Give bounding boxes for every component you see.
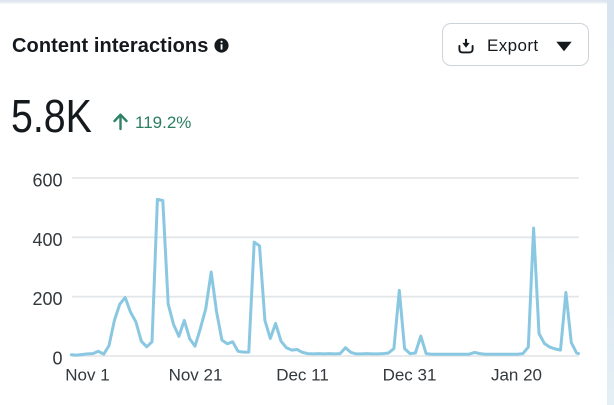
svg-text:Dec 31: Dec 31 (383, 366, 437, 385)
svg-text:200: 200 (32, 289, 62, 309)
svg-text:0: 0 (52, 349, 62, 369)
svg-text:Nov 21: Nov 21 (169, 366, 223, 385)
svg-text:400: 400 (32, 230, 62, 250)
svg-text:600: 600 (32, 171, 62, 191)
svg-text:Nov 1: Nov 1 (65, 366, 109, 385)
svg-text:Jan 20: Jan 20 (491, 366, 542, 385)
svg-text:Dec 11: Dec 11 (276, 366, 329, 385)
